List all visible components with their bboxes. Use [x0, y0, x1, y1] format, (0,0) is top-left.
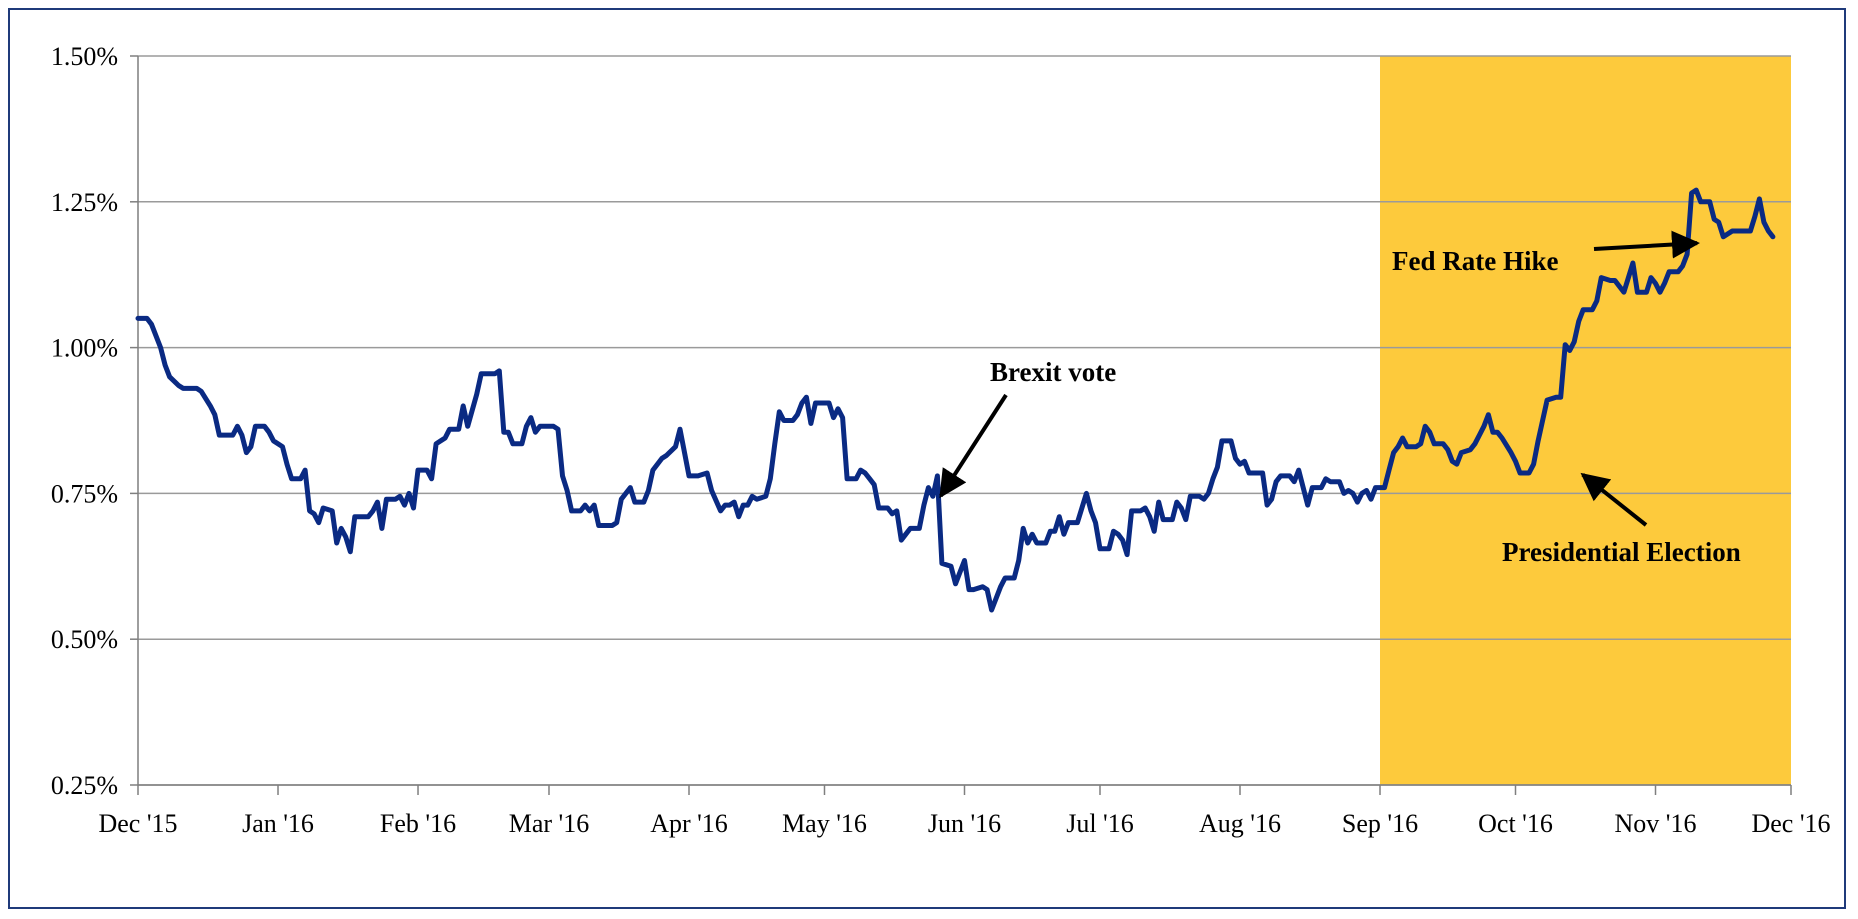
x-tick-label: Sep '16: [1342, 809, 1418, 838]
annotation-arrow-brexit: [939, 393, 1008, 499]
x-tick-label: Oct '16: [1478, 809, 1553, 838]
y-tick-label: 0.75%: [51, 479, 118, 508]
y-tick-label: 1.25%: [51, 188, 118, 217]
annotation-label-fed: Fed Rate Hike: [1392, 246, 1558, 276]
annotation-arrow-fed: [1593, 230, 1700, 259]
x-tick-label: May '16: [782, 809, 867, 838]
series-line: [135, 187, 1776, 613]
x-tick-label: Dec '15: [98, 809, 177, 838]
y-tick-label: 1.00%: [51, 334, 118, 363]
y-tick-label: 0.50%: [51, 625, 118, 654]
annotations: Brexit vote Fed Rate Hike Presidential Ele…: [939, 230, 1741, 567]
y-axis-tick-labels: 0.25% 0.50% 0.75% 1.00% 1.25% 1.50%: [51, 42, 118, 800]
annotation-arrow-election: [1580, 472, 1648, 527]
y-tick-label: 0.25%: [51, 771, 118, 800]
x-tick-label: Apr '16: [650, 809, 728, 838]
x-tick-label: Jun '16: [928, 809, 1001, 838]
x-axis-tick-labels: Dec '15 Jan '16 Feb '16 Mar '16 Apr '16 May '…: [98, 809, 1830, 838]
x-tick-label: Aug '16: [1199, 809, 1281, 838]
x-tick-label: Jan '16: [242, 809, 314, 838]
x-tick-label: Mar '16: [509, 809, 590, 838]
highlight-region: [1380, 56, 1791, 785]
x-tick-label: Jul '16: [1066, 809, 1134, 838]
x-tick-label: Nov '16: [1615, 809, 1697, 838]
annotation-label-election: Presidential Election: [1502, 537, 1741, 567]
x-tick-label: Feb '16: [380, 809, 456, 838]
x-tick-label: Dec '16: [1751, 809, 1830, 838]
axes: [137, 56, 1792, 795]
y-tick-label: 1.50%: [51, 42, 118, 71]
annotation-label-brexit: Brexit vote: [990, 357, 1116, 387]
